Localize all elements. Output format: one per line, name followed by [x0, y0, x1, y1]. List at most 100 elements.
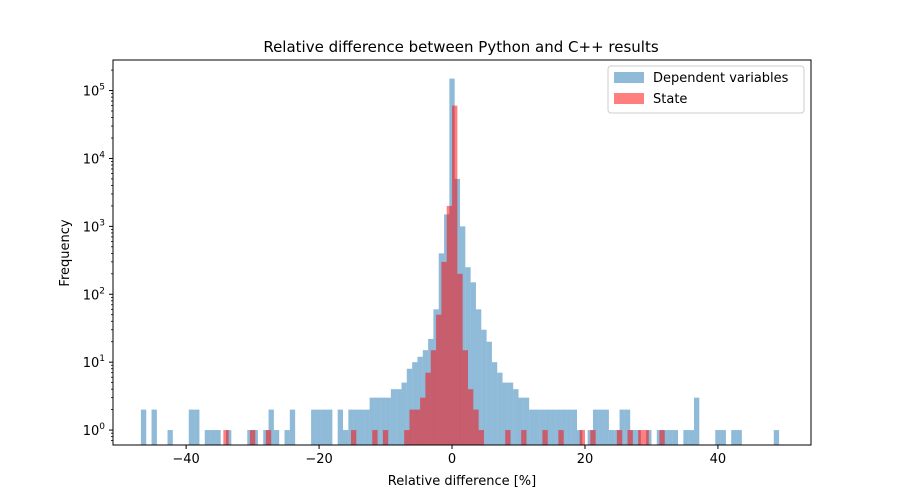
histogram-bar	[603, 409, 609, 445]
histogram-bar	[550, 409, 556, 445]
histogram-bar	[350, 430, 357, 445]
histogram-bar	[467, 389, 474, 445]
histogram-bar	[731, 430, 737, 445]
bars-layer	[140, 78, 780, 446]
histogram-bar	[372, 430, 378, 445]
histogram-bar	[358, 409, 365, 445]
histogram-bar	[592, 409, 599, 445]
histogram-bar	[321, 409, 328, 445]
histogram-bar	[534, 409, 540, 445]
x-axis: −40 −20 0 20 40	[172, 445, 726, 467]
legend-swatch-dependent-variables	[614, 72, 644, 83]
y-tick-label: 103	[83, 218, 105, 235]
x-tick-label: −40	[172, 452, 199, 467]
x-tick-label: −20	[305, 452, 332, 467]
histogram-bar	[210, 430, 216, 445]
histogram-bar	[311, 409, 317, 445]
histogram-bar	[215, 430, 221, 445]
histogram-bar	[446, 205, 453, 445]
chart-title: Relative difference between Python and C…	[263, 38, 659, 56]
x-axis-label: Relative difference [%]	[388, 474, 536, 489]
histogram-bar	[265, 430, 272, 445]
histogram-bar	[659, 430, 665, 445]
histogram-bar	[401, 382, 407, 445]
histogram-bar	[374, 397, 381, 445]
histogram-bar	[473, 409, 479, 445]
histogram-bar	[542, 430, 548, 445]
histogram-bar	[353, 409, 359, 445]
histogram-bar	[343, 430, 349, 445]
histogram-bar	[513, 389, 519, 445]
histogram-bar	[688, 430, 694, 445]
histogram-bar	[518, 397, 524, 445]
histogram-bar	[715, 430, 721, 445]
histogram-bar	[529, 409, 535, 445]
histogram-bar	[470, 282, 476, 445]
histogram-bar	[380, 397, 386, 445]
histogram-bar	[491, 362, 498, 445]
histogram-bar	[268, 409, 274, 445]
histogram-bar	[481, 329, 487, 445]
histogram-bar	[396, 389, 402, 445]
y-axis: 100 101 102 103 104 105	[83, 69, 113, 441]
histogram-bar	[590, 430, 596, 445]
histogram-bar	[608, 430, 615, 445]
histogram-bar	[694, 397, 700, 445]
histogram-bar	[430, 350, 437, 445]
legend: Dependent variables State	[607, 65, 805, 114]
histogram-bar	[385, 397, 391, 445]
histogram-bar	[505, 430, 511, 445]
series-state	[223, 105, 665, 446]
histogram-bar	[627, 430, 633, 445]
histogram-bar	[571, 409, 578, 445]
histogram-bar	[523, 397, 530, 445]
histogram-bar	[521, 430, 527, 445]
x-tick-label: 20	[577, 452, 594, 467]
histogram-bar	[436, 314, 442, 445]
y-axis-label: Frequency	[58, 219, 73, 286]
histogram-bar	[204, 430, 211, 445]
legend-frame	[607, 65, 805, 114]
histogram-bar	[507, 382, 514, 445]
y-tick-label: 102	[83, 286, 105, 303]
histogram-bar	[414, 409, 421, 445]
histogram-bar	[404, 430, 410, 445]
histogram-bar	[409, 409, 415, 445]
x-tick-label: 40	[710, 452, 727, 467]
histogram-bar	[140, 409, 147, 445]
histogram-bar	[382, 430, 389, 445]
histogram-bar	[167, 430, 173, 445]
legend-label-dependent-variables: Dependent variables	[653, 71, 789, 86]
histogram-bar	[616, 430, 623, 445]
histogram-bar	[425, 372, 431, 445]
histogram-bar	[284, 430, 290, 445]
histogram-bar	[720, 430, 726, 445]
histogram-bar	[643, 430, 649, 445]
legend-swatch-state	[614, 93, 644, 104]
histogram-bar	[327, 409, 333, 445]
y-tick-label: 105	[83, 83, 105, 100]
histogram-bar	[619, 409, 625, 445]
histogram-bar	[624, 409, 631, 445]
histogram-bar	[502, 382, 508, 445]
histogram-bar	[369, 397, 375, 445]
histogram-bar	[223, 430, 229, 445]
histogram-bar	[497, 372, 503, 445]
histogram-bar	[579, 430, 585, 445]
histogram-bar	[316, 409, 322, 445]
histogram-bar	[646, 430, 652, 445]
plot-frame	[112, 59, 812, 446]
y-tick-label: 104	[83, 150, 106, 167]
histogram-bar	[545, 409, 551, 445]
histogram-bar	[773, 430, 780, 445]
histogram-bar	[337, 409, 344, 445]
histogram-bar	[558, 430, 564, 445]
histogram-bar	[683, 430, 689, 445]
histogram-bar	[348, 409, 354, 445]
histogram-bar	[555, 409, 562, 445]
histogram-bar	[462, 350, 468, 445]
histogram-bar	[475, 309, 482, 445]
histogram-bar	[672, 430, 679, 445]
histogram-bar	[151, 409, 157, 445]
histogram-bar	[420, 397, 426, 445]
